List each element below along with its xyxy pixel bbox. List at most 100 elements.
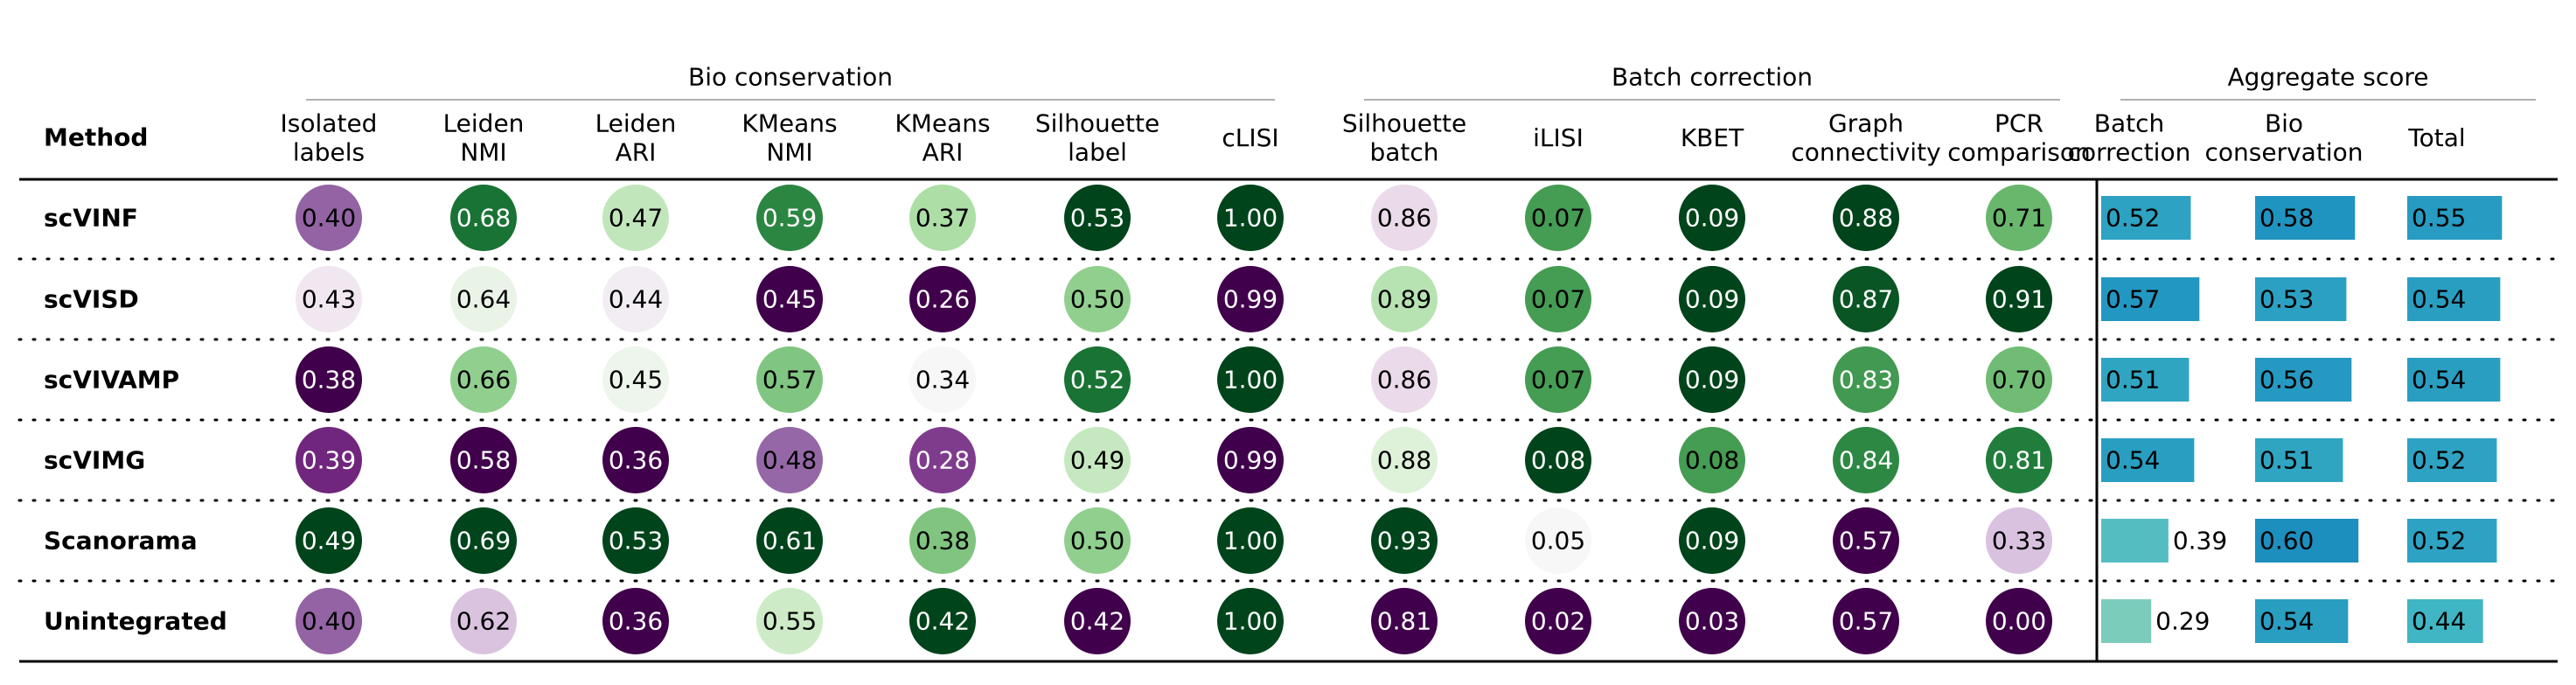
score-circle-clisi-2 [1217,346,1284,413]
score-circle-silhouette_batch-0 [1371,185,1438,251]
score-label-silhouette_label-2: 0.52 [1070,366,1124,395]
score-label-total-5: 0.44 [2412,607,2466,636]
score-label-graph_connectivity-0: 0.88 [1839,204,1893,233]
score-label-ilisi-5: 0.02 [1531,607,1585,636]
col-header-silhouette_label-2: label [1068,138,1127,167]
score-circle-ilisi-3 [1525,427,1591,493]
score-label-bio_conservation-4: 0.60 [2259,527,2314,556]
score-label-leiden_ari-3: 0.36 [609,446,663,475]
score-circle-silhouette_label-1 [1064,266,1131,332]
score-label-bio_conservation-3: 0.51 [2259,446,2314,475]
score-circle-kmeans_ari-1 [909,266,976,332]
group-header-2: Aggregate score [2227,63,2428,92]
score-label-batch_correction-1: 0.57 [2106,285,2160,314]
score-label-total-2: 0.54 [2412,366,2466,395]
col-header-bio_conservation-2: conservation [2205,138,2364,167]
score-bar-total-4 [2407,519,2497,563]
score-label-kbet-4: 0.09 [1685,527,1739,556]
score-label-total-0: 0.55 [2412,204,2466,233]
score-label-leiden_ari-2: 0.45 [609,366,663,395]
score-circle-kmeans_nmi-0 [756,185,823,251]
score-circle-silhouette_batch-1 [1371,266,1438,332]
score-circle-silhouette_batch-5 [1371,588,1438,654]
score-circle-kbet-2 [1679,346,1745,413]
score-label-silhouette_batch-1: 0.89 [1377,285,1431,314]
col-header-graph_connectivity-2: connectivity [1791,138,1940,167]
score-label-isolated_labels-5: 0.40 [302,607,356,636]
method-label-2: scVIVAMP [44,366,179,395]
score-label-ilisi-1: 0.07 [1531,285,1585,314]
score-circle-graph_connectivity-2 [1833,346,1899,413]
score-label-graph_connectivity-3: 0.84 [1839,446,1893,475]
score-label-kmeans_nmi-1: 0.45 [762,285,817,314]
col-header-pcr_comparison-2: comparison [1947,138,2091,167]
score-label-silhouette_batch-0: 0.86 [1377,204,1431,233]
score-circle-pcr_comparison-1 [1986,266,2052,332]
score-label-bio_conservation-1: 0.53 [2259,285,2314,314]
score-label-silhouette_batch-5: 0.81 [1377,607,1431,636]
score-circle-ilisi-2 [1525,346,1591,413]
score-circle-silhouette_label-3 [1064,427,1131,493]
score-circle-leiden_ari-1 [602,266,669,332]
score-circle-leiden_nmi-3 [450,427,517,493]
score-label-pcr_comparison-4: 0.33 [1992,527,2046,556]
score-circle-clisi-3 [1217,427,1284,493]
score-circle-clisi-0 [1217,185,1284,251]
score-circle-pcr_comparison-0 [1986,185,2052,251]
score-label-batch_correction-5: 0.29 [2155,607,2210,636]
score-label-kbet-0: 0.09 [1685,204,1739,233]
col-header-ilisi: iLISI [1533,123,1584,152]
score-label-bio_conservation-2: 0.56 [2259,366,2314,395]
score-circle-graph_connectivity-5 [1833,588,1899,654]
score-label-clisi-3: 0.99 [1223,446,1278,475]
group-header-1: Batch correction [1612,63,1813,92]
score-circle-silhouette_batch-3 [1371,427,1438,493]
score-circle-kmeans_nmi-5 [756,588,823,654]
score-bar-bio_conservation-1 [2255,277,2347,321]
score-bar-batch_correction-5 [2101,599,2152,643]
score-bar-total-0 [2407,196,2503,240]
score-circle-silhouette_batch-2 [1371,346,1438,413]
score-label-kmeans_nmi-4: 0.61 [762,527,817,556]
score-label-kbet-1: 0.09 [1685,285,1739,314]
score-circle-pcr_comparison-5 [1986,588,2052,654]
score-bar-bio_conservation-5 [2255,599,2349,643]
score-circle-leiden_nmi-1 [450,266,517,332]
score-label-pcr_comparison-5: 0.00 [1992,607,2046,636]
score-label-batch_correction-2: 0.51 [2106,366,2160,395]
score-label-clisi-1: 0.99 [1223,285,1278,314]
score-label-bio_conservation-5: 0.54 [2259,607,2314,636]
col-header-silhouette_label-1: Silhouette [1035,109,1159,138]
score-label-silhouette_label-0: 0.53 [1070,204,1124,233]
score-circle-graph_connectivity-0 [1833,185,1899,251]
score-circle-clisi-4 [1217,507,1284,574]
score-circle-kbet-1 [1679,266,1745,332]
score-label-batch_correction-3: 0.54 [2106,446,2160,475]
score-circle-kmeans_ari-3 [909,427,976,493]
score-circle-leiden_ari-4 [602,507,669,574]
score-label-kmeans_ari-1: 0.26 [916,285,970,314]
score-label-kmeans_ari-3: 0.28 [916,446,970,475]
score-bar-bio_conservation-0 [2255,196,2356,240]
score-bar-total-5 [2407,599,2483,643]
col-header-isolated_labels-2: labels [293,138,365,167]
score-circle-leiden_nmi-2 [450,346,517,413]
score-circle-leiden_ari-0 [602,185,669,251]
score-circle-silhouette_label-2 [1064,346,1131,413]
col-header-kmeans_nmi-2: NMI [766,138,812,167]
col-header-leiden_ari-2: ARI [616,138,657,167]
score-circle-leiden_ari-2 [602,346,669,413]
score-bar-batch_correction-1 [2101,277,2200,321]
col-header-graph_connectivity-1: Graph [1828,109,1904,138]
score-label-leiden_ari-1: 0.44 [609,285,663,314]
score-label-leiden_nmi-0: 0.68 [456,204,511,233]
score-label-isolated_labels-4: 0.49 [302,527,356,556]
score-label-leiden_ari-5: 0.36 [609,607,663,636]
score-circle-kmeans_ari-4 [909,507,976,574]
score-circle-pcr_comparison-2 [1986,346,2052,413]
score-label-pcr_comparison-3: 0.81 [1992,446,2046,475]
score-label-total-4: 0.52 [2412,527,2466,556]
score-label-isolated_labels-0: 0.40 [302,204,356,233]
score-label-graph_connectivity-2: 0.83 [1839,366,1893,395]
score-circle-ilisi-1 [1525,266,1591,332]
